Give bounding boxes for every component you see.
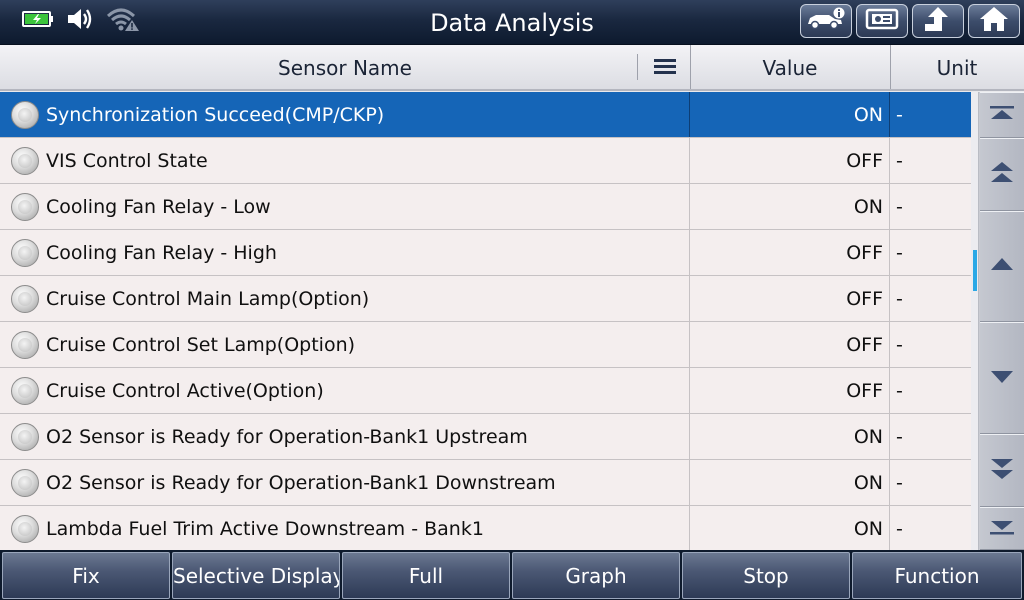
volume-icon <box>66 7 94 35</box>
sensor-unit: - <box>896 150 903 172</box>
home-button[interactable] <box>968 4 1020 38</box>
column-header-value: Value <box>762 56 818 80</box>
header-divider <box>637 54 638 80</box>
sensor-unit: - <box>896 104 903 126</box>
sensor-unit: - <box>896 242 903 264</box>
table-row[interactable]: Cruise Control Set Lamp(Option) OFF - <box>0 322 971 368</box>
header-divider <box>690 45 691 89</box>
column-header-unit: Unit <box>936 56 978 80</box>
row-bullet-icon <box>11 423 39 451</box>
table-row[interactable]: Lambda Fuel Trim Active Downstream - Ban… <box>0 506 971 552</box>
line-down-button[interactable] <box>980 322 1024 434</box>
column-menu-icon[interactable] <box>654 59 676 75</box>
print-screen-icon <box>864 6 900 36</box>
table-row[interactable]: Cruise Control Main Lamp(Option) OFF - <box>0 276 971 322</box>
sensor-value: ON <box>853 104 883 126</box>
vehicle-info-button[interactable] <box>800 4 852 38</box>
back-button[interactable] <box>912 4 964 38</box>
line-down-icon <box>988 367 1016 389</box>
sensor-unit: - <box>896 196 903 218</box>
sensor-value: ON <box>853 518 883 540</box>
stop-button[interactable]: Stop <box>682 552 850 599</box>
sensor-value: OFF <box>846 334 883 356</box>
sensor-unit: - <box>896 518 903 540</box>
wifi-warning-icon <box>106 6 140 36</box>
battery-charging-icon <box>22 10 54 32</box>
full-button[interactable]: Full <box>342 552 510 599</box>
sensor-unit: - <box>896 334 903 356</box>
row-bullet-icon <box>11 193 39 221</box>
sensor-unit: - <box>896 472 903 494</box>
sensor-name: Cooling Fan Relay - Low <box>46 196 271 218</box>
scroll-top-icon <box>988 104 1016 126</box>
table-row[interactable]: Cruise Control Active(Option) OFF - <box>0 368 971 414</box>
row-bullet-icon <box>11 331 39 359</box>
print-screen-button[interactable] <box>856 4 908 38</box>
top-buttons <box>800 4 1020 38</box>
row-bullet-icon <box>11 147 39 175</box>
sensor-name: Cruise Control Set Lamp(Option) <box>46 334 356 356</box>
sensor-name: Lambda Fuel Trim Active Downstream - Ban… <box>46 518 484 540</box>
selective-display-button[interactable]: Selective Display <box>172 552 340 599</box>
sensor-value: ON <box>853 196 883 218</box>
sensor-table: Synchronization Succeed(CMP/CKP) ON - VI… <box>0 92 971 552</box>
sensor-name: Cruise Control Main Lamp(Option) <box>46 288 370 310</box>
sensor-value: OFF <box>846 288 883 310</box>
status-area <box>22 8 140 34</box>
page-down-button[interactable] <box>980 434 1024 507</box>
sensor-unit: - <box>896 380 903 402</box>
function-bar: Fix Selective Display Full Graph Stop Fu… <box>0 550 1024 600</box>
scroll-bottom-button[interactable] <box>980 507 1024 550</box>
column-header-sensor-name[interactable]: Sensor Name <box>278 56 412 80</box>
row-bullet-icon <box>11 239 39 267</box>
sensor-value: ON <box>853 426 883 448</box>
title-bar: Data Analysis <box>0 0 1024 45</box>
fix-button[interactable]: Fix <box>2 552 170 599</box>
sensor-value: OFF <box>846 150 883 172</box>
table-row[interactable]: Cooling Fan Relay - High OFF - <box>0 230 971 276</box>
table-row[interactable]: Cooling Fan Relay - Low ON - <box>0 184 971 230</box>
table-header: Sensor Name Value Unit <box>0 45 1024 91</box>
sensor-unit: - <box>896 288 903 310</box>
sensor-name: VIS Control State <box>46 150 208 172</box>
row-bullet-icon <box>11 101 39 129</box>
sensor-name: O2 Sensor is Ready for Operation-Bank1 D… <box>46 472 556 494</box>
sensor-name: Synchronization Succeed(CMP/CKP) <box>46 104 385 126</box>
row-bullet-icon <box>11 469 39 497</box>
table-row[interactable]: Synchronization Succeed(CMP/CKP) ON - <box>0 92 971 138</box>
table-row[interactable]: O2 Sensor is Ready for Operation-Bank1 U… <box>0 414 971 460</box>
vehicle-info-icon <box>805 7 847 35</box>
row-bullet-icon <box>11 515 39 543</box>
scroll-panel <box>971 92 1024 550</box>
sensor-name: Cooling Fan Relay - High <box>46 242 277 264</box>
row-bullet-icon <box>11 377 39 405</box>
page-up-icon <box>988 160 1016 190</box>
page-title: Data Analysis <box>430 9 594 37</box>
table-row[interactable]: VIS Control State OFF - <box>0 138 971 184</box>
sensor-unit: - <box>896 426 903 448</box>
scrollbar[interactable] <box>971 92 979 550</box>
scroll-top-button[interactable] <box>980 92 1024 138</box>
sensor-value: ON <box>853 472 883 494</box>
back-icon <box>921 5 955 37</box>
table-row[interactable]: O2 Sensor is Ready for Operation-Bank1 D… <box>0 460 971 506</box>
sensor-name: O2 Sensor is Ready for Operation-Bank1 U… <box>46 426 528 448</box>
graph-button[interactable]: Graph <box>512 552 680 599</box>
page-up-button[interactable] <box>980 138 1024 211</box>
sensor-value: OFF <box>846 380 883 402</box>
line-up-button[interactable] <box>980 211 1024 322</box>
home-icon <box>978 5 1010 37</box>
row-bullet-icon <box>11 285 39 313</box>
page-down-icon <box>988 456 1016 486</box>
sensor-value: OFF <box>846 242 883 264</box>
scroll-thumb[interactable] <box>973 250 977 291</box>
header-divider <box>890 45 891 89</box>
scroll-bottom-icon <box>988 518 1016 540</box>
line-up-icon <box>988 256 1016 278</box>
sensor-name: Cruise Control Active(Option) <box>46 380 324 402</box>
function-button[interactable]: Function <box>852 552 1022 599</box>
